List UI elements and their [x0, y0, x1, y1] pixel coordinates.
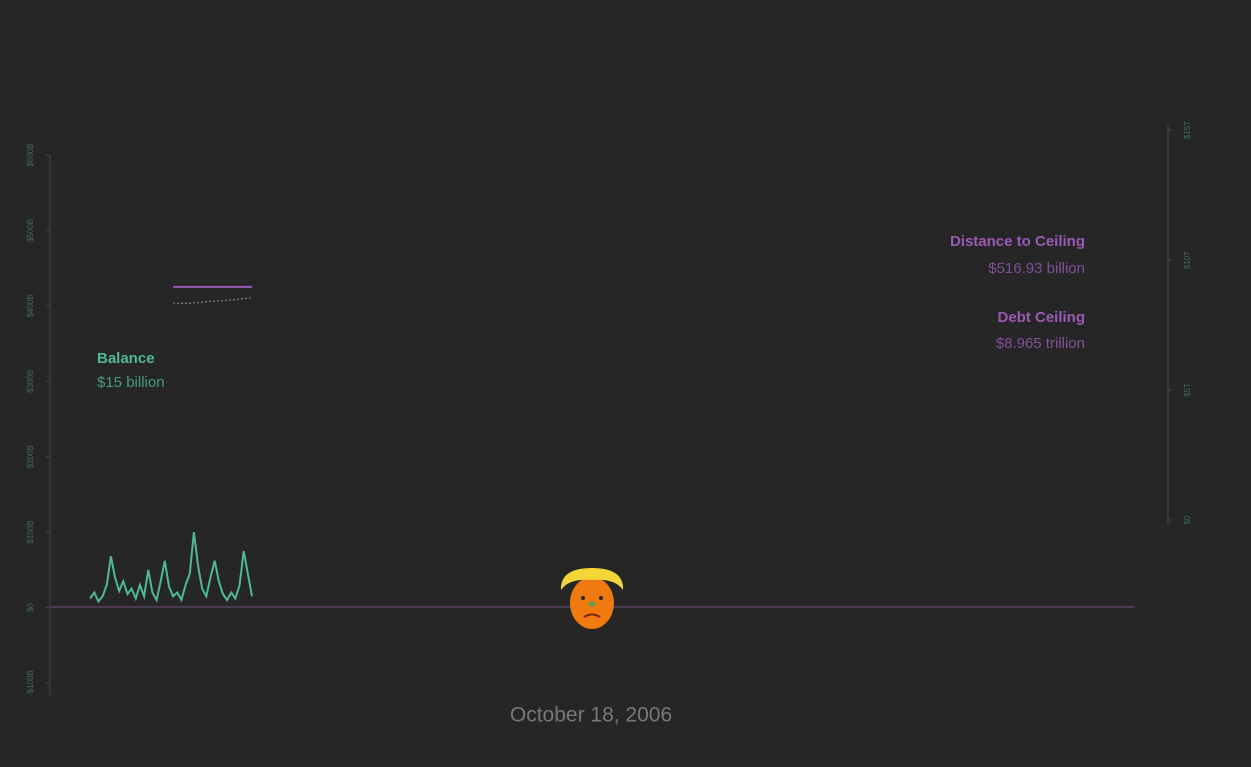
readout-title: Distance to Ceiling	[950, 233, 1085, 250]
date-label: October 18, 2006	[510, 704, 672, 727]
readout-title: Debt Ceiling	[997, 309, 1085, 326]
y-tick-label: $200B	[26, 445, 35, 468]
y2-tick-label: $0	[1183, 515, 1192, 524]
y-tick-label: -$100B	[26, 670, 35, 696]
readout-value: $8.965 trillion	[996, 335, 1085, 352]
readout-value: $516.93 billion	[988, 260, 1085, 277]
y-tick-label: $300B	[26, 370, 35, 393]
y-tick-label: $600B	[26, 143, 35, 166]
y2-tick-label: $5T	[1183, 383, 1192, 397]
y2-tick-label: $15T	[1183, 121, 1192, 139]
readout-title: Balance	[97, 350, 155, 367]
y-tick-label: $0	[26, 603, 35, 612]
y-tick-label: $100B	[26, 521, 35, 544]
y2-tick-label: $10T	[1183, 251, 1192, 269]
avatar	[560, 568, 624, 629]
series-line	[89, 531, 253, 604]
y-tick-label: $400B	[26, 294, 35, 317]
readout-value: $15 billion	[97, 374, 165, 391]
series-line	[173, 297, 253, 304]
y-tick-label: $500B	[26, 219, 35, 242]
